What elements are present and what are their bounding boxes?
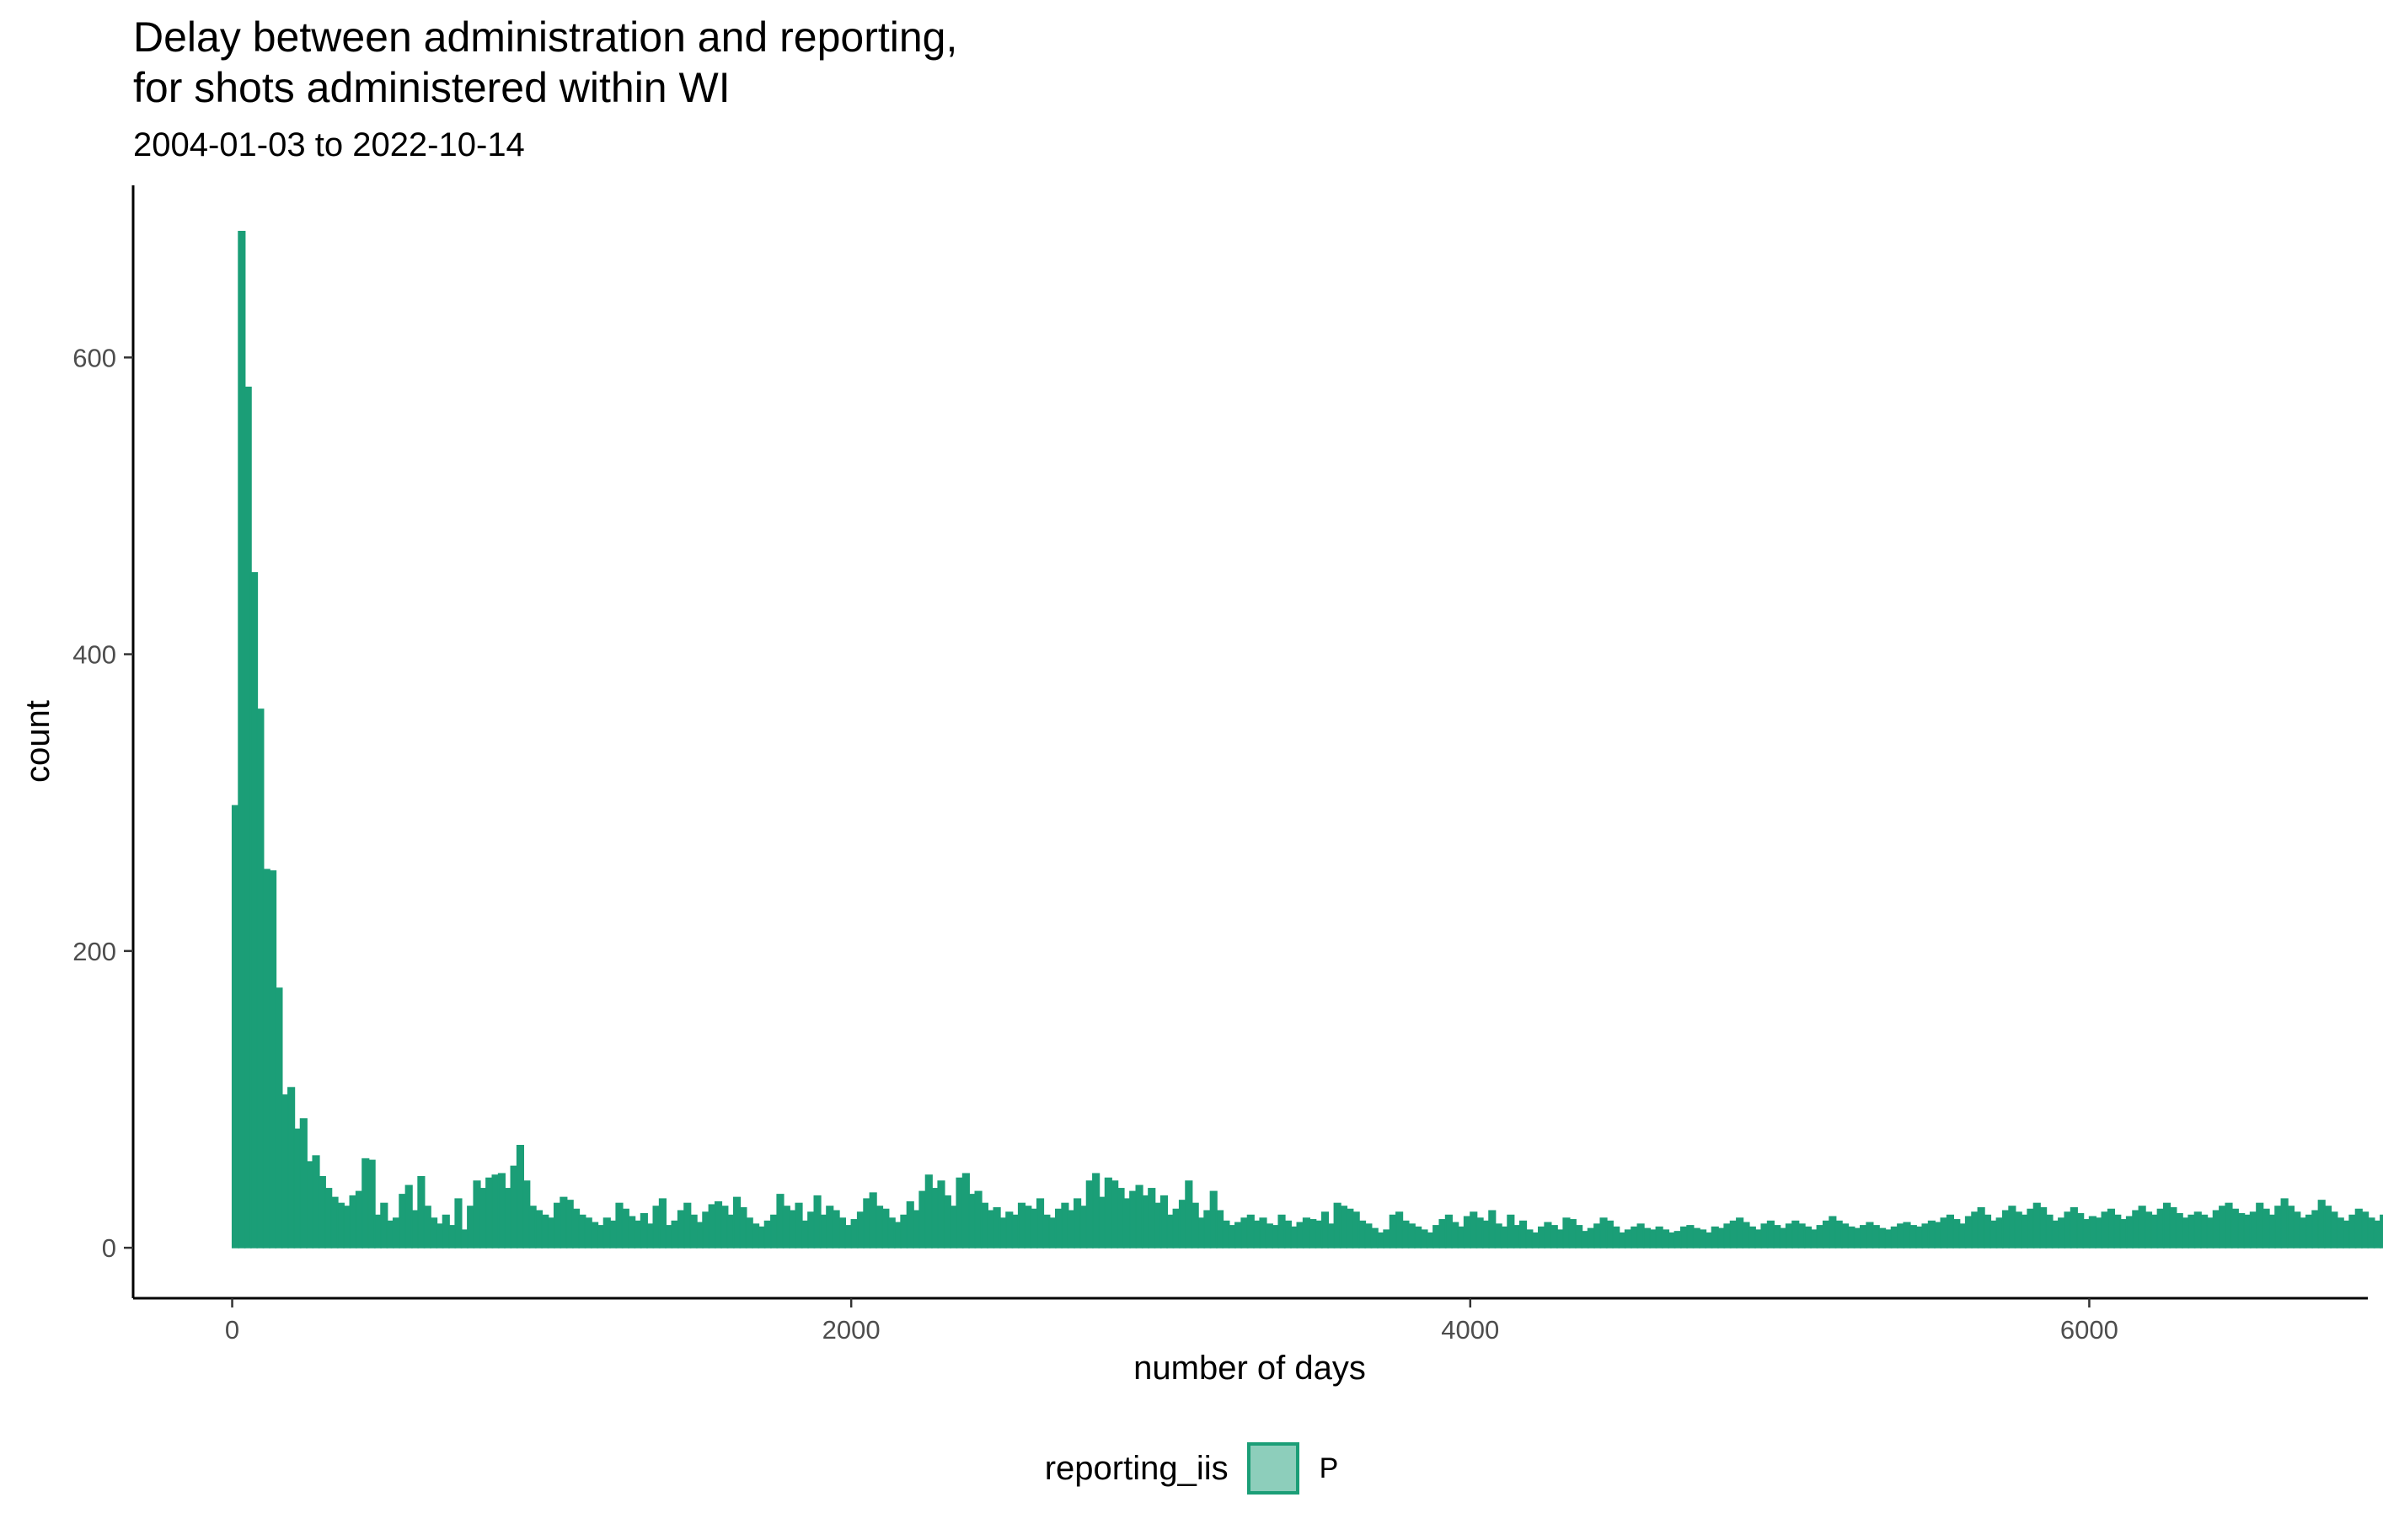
x-tick-label: 4000 — [1441, 1315, 1499, 1345]
y-tick-label: 0 — [102, 1233, 116, 1263]
x-tick-label: 6000 — [2060, 1315, 2118, 1345]
y-tick-label: 200 — [72, 937, 116, 966]
chart-title: Delay between administration and reporti… — [133, 13, 958, 111]
x-axis-title: number of days — [1133, 1350, 1366, 1387]
histogram-bar — [367, 1159, 376, 1249]
histogram-bar — [454, 1198, 463, 1249]
histogram-bar — [658, 1198, 667, 1249]
x-tick-label: 2000 — [822, 1315, 881, 1345]
legend-key-p — [1246, 1442, 1299, 1495]
y-tick-label: 600 — [72, 343, 116, 372]
x-axis-ticks: 0 2000 4000 6000 — [225, 1298, 2118, 1345]
legend: reporting_iis P — [0, 1442, 2383, 1495]
legend-title: reporting_iis — [1044, 1449, 1229, 1487]
histogram-bar — [2380, 1214, 2383, 1249]
legend-label-p: P — [1319, 1452, 1339, 1484]
y-tick-label: 400 — [72, 640, 116, 670]
y-axis-ticks: 0 200 400 600 — [72, 343, 133, 1263]
x-tick-label: 0 — [225, 1315, 239, 1345]
histogram-bars — [231, 231, 2383, 1249]
chart-subtitle: 2004-01-03 to 2022-10-14 — [133, 126, 525, 163]
y-axis-title: count — [19, 700, 56, 783]
